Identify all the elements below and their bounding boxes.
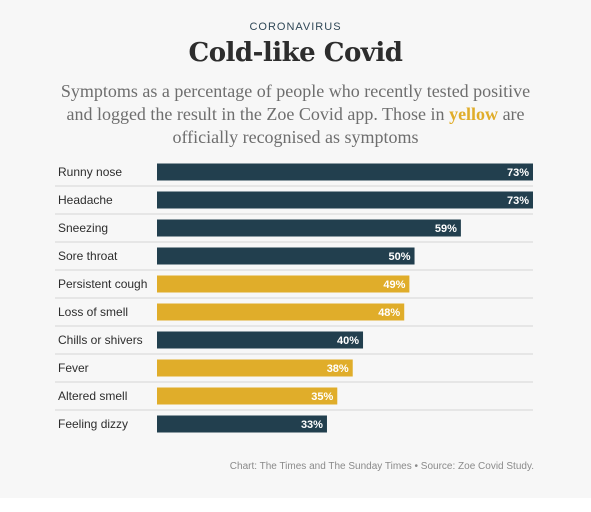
chart-title: Cold-like Covid: [188, 38, 403, 68]
category-label: Feeling dizzy: [58, 417, 128, 431]
bar: [157, 191, 533, 209]
value-label: 73%: [507, 167, 529, 179]
category-label: Runny nose: [58, 165, 122, 179]
category-label: Headache: [58, 193, 113, 207]
category-label: Loss of smell: [58, 305, 128, 319]
value-label: 50%: [389, 251, 411, 263]
subtitle-text-after: are officially recognised as symptoms: [172, 104, 525, 147]
bar: [157, 247, 415, 265]
category-label: Sneezing: [58, 221, 108, 235]
chart-subtitle: Symptoms as a percentage of people who r…: [50, 80, 541, 149]
category-label: Sore throat: [58, 249, 118, 263]
category-label: Persistent cough: [58, 277, 147, 291]
bar: [157, 387, 338, 405]
value-label: 35%: [311, 391, 333, 403]
value-label: 49%: [383, 279, 405, 291]
bar: [157, 415, 327, 433]
category-label: Altered smell: [58, 389, 127, 403]
bar-chart: Runny nose 73% Headache 73% Sneezing 59% Sore …: [55, 163, 533, 433]
value-label: 38%: [327, 363, 349, 375]
category-label: Chills or shivers: [58, 333, 143, 347]
value-label: 59%: [435, 223, 457, 235]
subtitle-highlight: yellow: [449, 104, 499, 124]
value-label: 40%: [337, 335, 359, 347]
bar: [157, 219, 461, 237]
value-label: 48%: [378, 307, 400, 319]
category-label: Fever: [58, 361, 89, 375]
bar: [157, 303, 405, 321]
source-note: Chart: The Times and The Sunday Times • …: [229, 461, 534, 472]
bar: [157, 331, 364, 349]
bar: [157, 275, 410, 293]
bar: [157, 163, 533, 181]
bar: [157, 359, 353, 377]
subtitle-text-before: Symptoms as a percentage of people who r…: [60, 81, 531, 124]
value-label: 73%: [507, 195, 529, 207]
value-label: 33%: [301, 419, 323, 431]
kicker: CORONAVIRUS: [249, 21, 342, 33]
